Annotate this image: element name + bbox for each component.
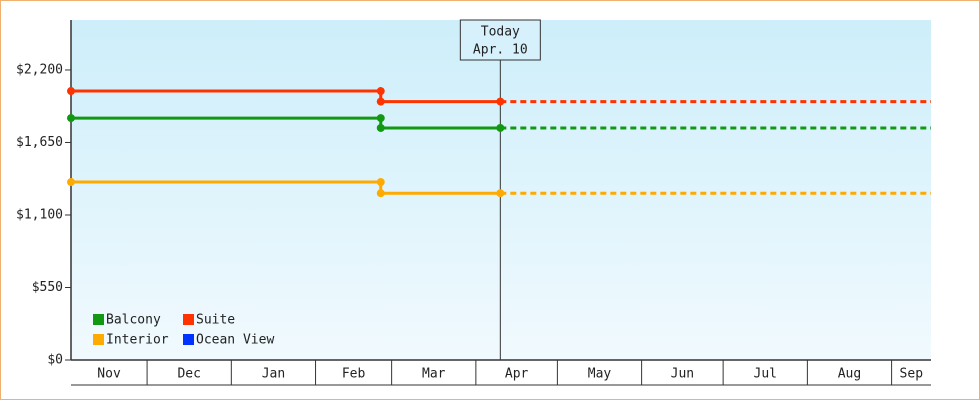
legend-label: Suite	[196, 313, 235, 328]
point	[376, 114, 385, 123]
series-line	[71, 116, 501, 130]
point	[67, 178, 75, 187]
series-line	[71, 89, 501, 104]
point	[67, 87, 75, 96]
x-tick-label: May	[588, 367, 612, 382]
point	[376, 97, 385, 106]
point	[496, 97, 505, 106]
legend-swatch	[183, 314, 194, 325]
legend-swatch	[93, 334, 104, 345]
y-tick-label: $2,200	[16, 62, 63, 77]
x-tick-label: Aug	[838, 367, 861, 382]
x-tick-label: Jul	[754, 367, 777, 382]
y-tick-label: $0	[47, 353, 63, 368]
x-tick-label: Apr	[505, 367, 529, 382]
x-tick-label: Nov	[97, 367, 121, 382]
x-tick-label: Dec	[177, 367, 200, 382]
today-label: Today	[481, 25, 520, 40]
x-tick-label: Mar	[422, 367, 446, 382]
x-tick-label: Sep	[900, 367, 924, 382]
legend-swatch	[93, 314, 104, 325]
x-tick-label: Jun	[671, 367, 694, 382]
y-tick-label: $550	[32, 280, 63, 295]
legend-label: Balcony	[106, 313, 161, 328]
legend-label: Ocean View	[196, 333, 274, 348]
x-tick-label: Feb	[342, 367, 366, 382]
series-line	[71, 180, 501, 195]
point	[496, 189, 505, 198]
point	[496, 123, 505, 132]
y-tick-label: $1,100	[16, 207, 63, 222]
point	[376, 87, 385, 96]
point	[376, 123, 385, 132]
point	[376, 189, 385, 198]
today-box	[459, 19, 541, 61]
x-tick-label: Jan	[262, 367, 285, 382]
legend-label: Interior	[106, 333, 169, 348]
point	[67, 114, 75, 123]
today-date: Apr. 10	[473, 43, 528, 58]
y-tick-label: $1,650	[16, 135, 63, 150]
point	[376, 178, 385, 187]
legend-swatch	[183, 334, 194, 345]
